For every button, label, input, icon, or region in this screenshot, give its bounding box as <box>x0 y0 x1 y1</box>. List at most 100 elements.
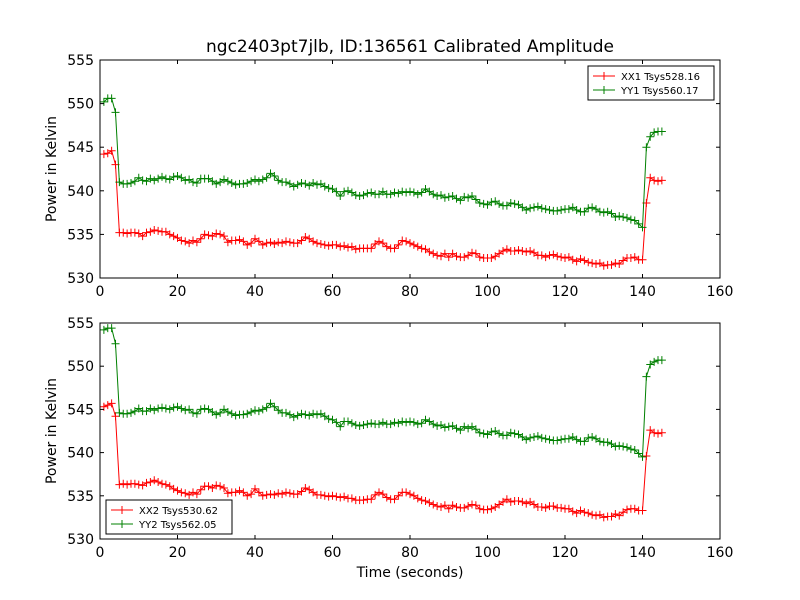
top-y-axis-label: Power in Kelvin <box>44 116 60 222</box>
top-series-2-point <box>413 190 422 199</box>
top-series-2-point <box>429 190 438 199</box>
bottom-x-tick-label: 0 <box>96 545 105 561</box>
top-series-1-point <box>615 260 624 269</box>
top-series-2-point <box>212 179 221 188</box>
bottom-series-2-point <box>429 420 438 429</box>
bottom-series-2-point <box>332 418 341 427</box>
top-series-2-point <box>220 175 228 184</box>
top-legend-box <box>587 65 715 101</box>
bottom-series-2-point <box>595 437 604 446</box>
bottom-series-2-point <box>522 435 531 444</box>
top-series-1-point <box>274 238 283 247</box>
top-series-2-point <box>111 108 120 117</box>
top-series-1-point <box>313 239 321 248</box>
top-series-2-point <box>456 196 465 205</box>
top-series-1-point <box>611 259 620 268</box>
top-series-1-point <box>425 247 434 256</box>
top-series-1-point <box>518 246 527 255</box>
bottom-series-1-point <box>119 479 128 488</box>
bottom-series-2-point <box>344 417 352 426</box>
top-series-2 <box>100 94 666 232</box>
top-series-1-point <box>223 238 232 247</box>
bottom-series-2-point <box>351 420 360 429</box>
top-series-2-point <box>301 179 310 188</box>
top-series-1-point <box>231 236 240 245</box>
top-series-2-point <box>650 128 659 137</box>
top-series-1-point <box>568 255 577 264</box>
bottom-series-2-point <box>123 409 132 418</box>
bottom-y-tick-label: 545 <box>67 402 94 418</box>
top-series-2-point <box>580 207 589 216</box>
bottom-series-1-point <box>487 504 496 513</box>
top-series-2-point <box>158 172 166 181</box>
bottom-series-2-point <box>189 408 197 417</box>
top-series-2-point <box>572 205 581 214</box>
bottom-series-2-point <box>615 441 624 450</box>
top-series-2-point <box>530 203 538 212</box>
bottom-series-1-point <box>425 498 434 507</box>
top-series-1-point <box>487 253 496 262</box>
top-series-2-point <box>638 223 647 232</box>
bottom-series-2-point <box>553 436 562 445</box>
bottom-series-2-point <box>394 419 403 428</box>
bottom-series-2-point <box>452 424 461 433</box>
bottom-series-2-point <box>355 421 364 430</box>
bottom-series-2 <box>100 324 666 461</box>
top-series-1-point <box>150 226 159 235</box>
top-series-1-point <box>510 246 519 255</box>
top-series-2-point <box>468 192 476 201</box>
bottom-series-2-point <box>231 411 240 420</box>
top-series-2-point <box>479 199 488 208</box>
bottom-series-1-point <box>448 501 457 510</box>
top-series-2-point <box>406 187 414 196</box>
bottom-series-2-point <box>239 410 248 419</box>
top-series-1-point <box>220 232 228 241</box>
top-series-1-point <box>402 237 411 246</box>
bottom-series-2-point <box>638 452 647 461</box>
top-series-1-point <box>576 254 585 263</box>
bottom-series-1-point <box>359 496 368 505</box>
top-series-2-point <box>309 178 318 187</box>
top-series-1 <box>100 146 666 270</box>
top-y-tick-label: 535 <box>67 227 94 243</box>
bottom-series-2-point <box>115 408 124 417</box>
top-series-1-point <box>204 231 213 240</box>
bottom-series-2-point <box>223 407 232 416</box>
top-series-2-point <box>320 182 329 191</box>
bottom-x-tick-label: 20 <box>169 545 187 561</box>
top-series-1-point <box>100 150 108 159</box>
bottom-series-1-point <box>173 486 182 495</box>
top-series-1-point <box>123 229 132 238</box>
bottom-series-1-point <box>154 477 163 486</box>
bottom-series-1-point <box>557 503 566 512</box>
top-series-2-point <box>254 177 263 186</box>
bottom-series-1-point <box>406 490 414 499</box>
bottom-y-tick-label: 540 <box>67 446 94 462</box>
bottom-series-1-point <box>568 507 577 516</box>
bottom-series-2-point <box>324 414 333 423</box>
top-series-2-point <box>351 191 360 200</box>
bottom-series-2-point <box>413 420 422 429</box>
top-series-2-point <box>359 191 368 200</box>
top-series-1-point <box>196 234 205 243</box>
top-series-1-point <box>526 246 535 255</box>
top-series-2-point <box>506 199 515 208</box>
bottom-series-2-point <box>262 403 271 412</box>
bottom-series-2-point <box>584 433 593 442</box>
top-series-1-point <box>177 236 186 245</box>
bottom-series-2-point <box>444 422 453 431</box>
top-series-1-point <box>522 247 531 256</box>
bottom-series-2-point <box>440 423 449 432</box>
bottom-series-1-point <box>440 501 449 510</box>
top-series-2-point <box>130 177 139 186</box>
top-x-tick-label: 160 <box>707 284 734 300</box>
bottom-series-2-point <box>580 437 589 446</box>
bottom-series-1-point <box>642 452 651 461</box>
bottom-series-1-point <box>103 401 112 410</box>
bottom-series-2-point <box>417 419 426 428</box>
bottom-y-axis-label: Power in Kelvin <box>44 378 60 484</box>
top-series-2-point <box>545 205 554 214</box>
bottom-series-1-point <box>471 501 480 510</box>
bottom-series-2-point <box>146 404 155 413</box>
top-series-1-point <box>444 253 453 262</box>
